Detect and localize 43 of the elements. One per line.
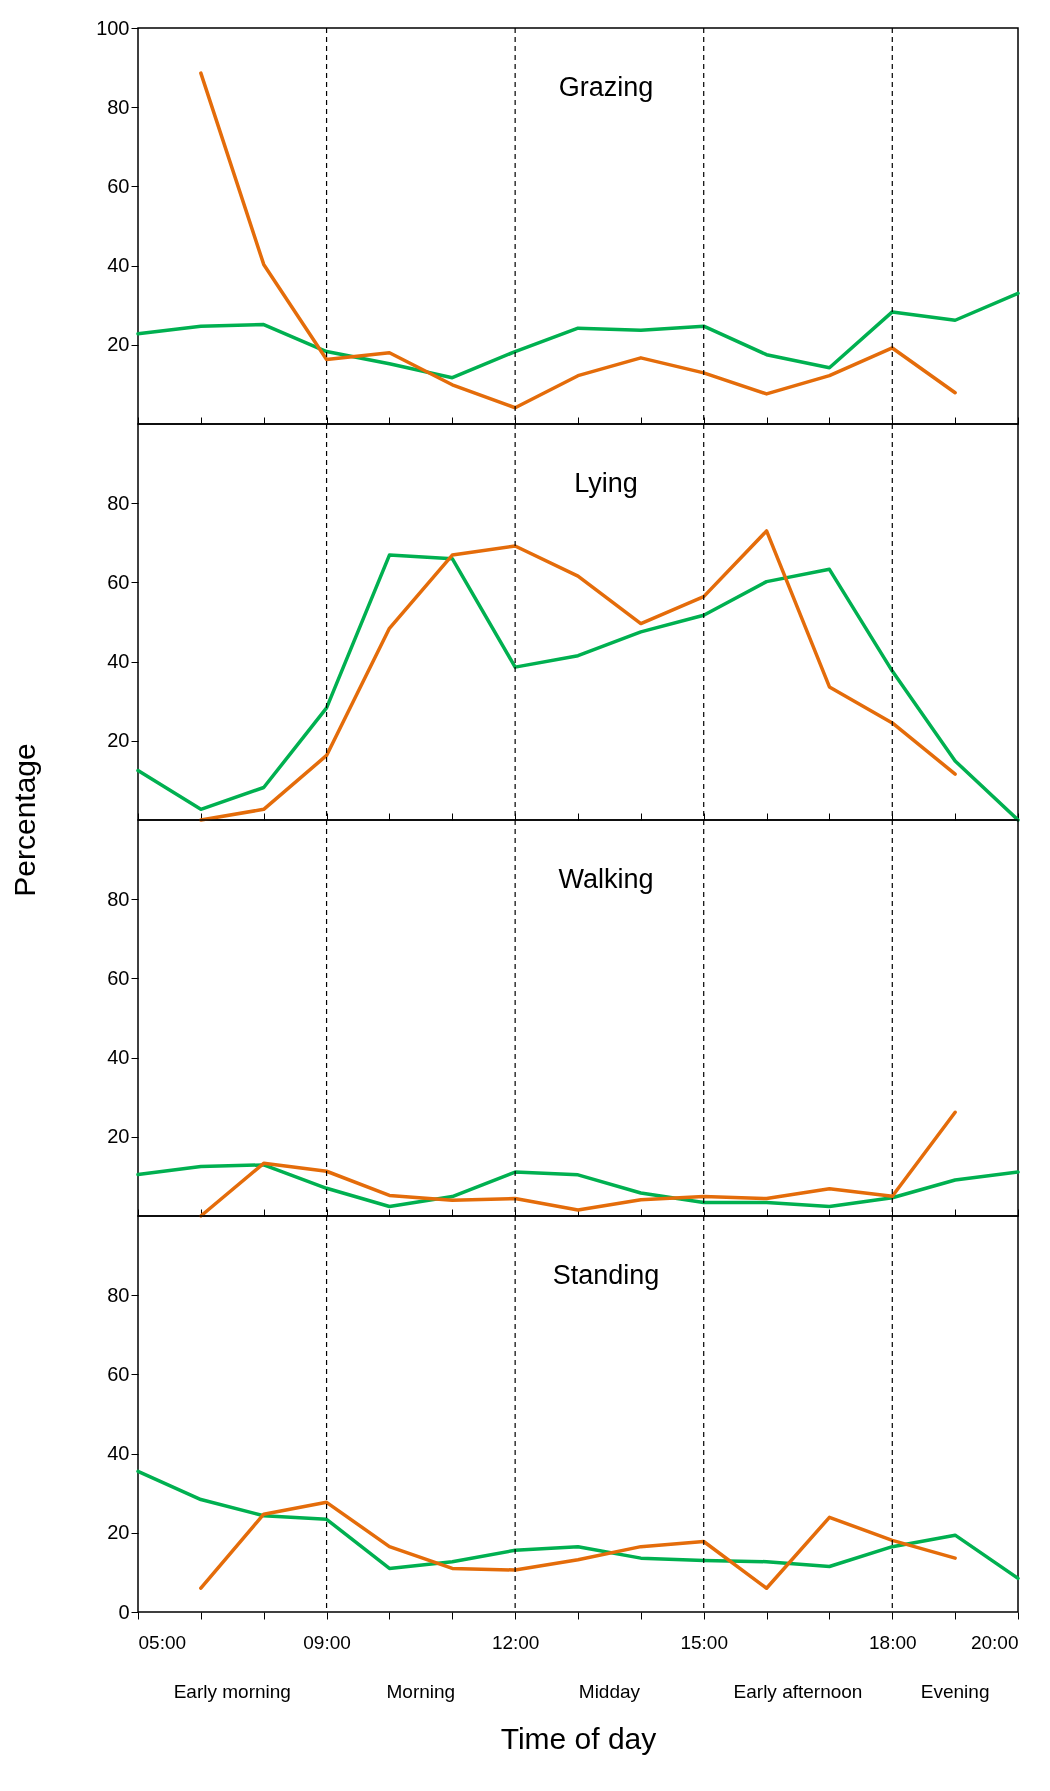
text: Standing	[552, 1260, 660, 1290]
line-series	[136, 553, 1020, 822]
line-series	[136, 291, 1020, 380]
text: Early afternoon	[733, 1681, 863, 1702]
text: Grazing	[558, 72, 654, 102]
y-tick-label: 80	[107, 1283, 130, 1306]
y-tick-label: 40	[107, 1442, 130, 1465]
line-series	[136, 1469, 1020, 1581]
y-tick-label: 40	[107, 254, 130, 277]
y-tick-label: 60	[107, 966, 130, 989]
text: Midday	[578, 1681, 641, 1702]
y-tick-label: 60	[107, 570, 130, 593]
x-tick-label: 05:00	[138, 1631, 187, 1653]
y-tick-label: 80	[107, 887, 130, 910]
x-tick-label: 20:00	[970, 1631, 1019, 1653]
x-tick-label: 09:00	[303, 1631, 351, 1653]
y-tick-label: 60	[107, 1362, 130, 1385]
y-tick-label: 40	[107, 650, 130, 673]
text: Morning	[386, 1681, 456, 1702]
y-tick-label: 80	[107, 95, 130, 118]
y-tick-label: 80	[107, 491, 130, 514]
y-tick-label: 20	[107, 729, 130, 752]
x-tick-label: 18:00	[869, 1631, 917, 1653]
line-series	[199, 529, 957, 822]
y-tick-label: 20	[107, 333, 130, 356]
y-tick-label: 100	[96, 16, 130, 39]
y-axis-title: Percentage	[8, 743, 41, 897]
y-tick-label: 0	[118, 1600, 130, 1623]
x-axis-title: Time of day	[500, 1721, 657, 1755]
x-tick-label: 15:00	[680, 1631, 728, 1653]
text: Lying	[574, 468, 638, 498]
y-tick-label: 40	[107, 1046, 130, 1069]
x-tick-label: 12:00	[491, 1631, 540, 1653]
y-tick-label: 60	[107, 174, 130, 197]
text: Evening	[920, 1681, 990, 1702]
y-tick-label: 20	[107, 1125, 130, 1148]
y-tick-label: 20	[107, 1521, 130, 1544]
text: Early morning	[173, 1681, 291, 1702]
line-series	[199, 71, 957, 410]
line-series	[199, 1110, 957, 1218]
line-series	[199, 1500, 957, 1590]
text: Walking	[558, 864, 654, 894]
line-series	[136, 1163, 1020, 1209]
